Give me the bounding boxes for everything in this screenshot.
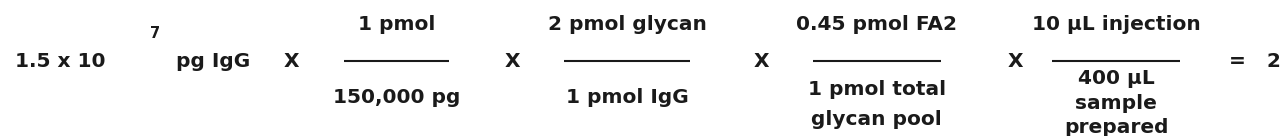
Text: 1 pmol IgG: 1 pmol IgG — [566, 88, 689, 107]
Text: prepared: prepared — [1064, 118, 1169, 136]
Text: 400 μL: 400 μL — [1078, 69, 1155, 88]
Text: 2 pmol glycan: 2 pmol glycan — [548, 15, 707, 34]
Text: 1 pmol total: 1 pmol total — [808, 80, 946, 99]
Text: 1 pmol: 1 pmol — [358, 15, 435, 34]
Text: X: X — [504, 52, 520, 71]
Text: =   2.3 pmol: = 2.3 pmol — [1229, 52, 1280, 71]
Text: pg IgG: pg IgG — [169, 52, 250, 71]
Text: 0.45 pmol FA2: 0.45 pmol FA2 — [796, 15, 957, 34]
Text: 10 μL injection: 10 μL injection — [1032, 15, 1201, 34]
Text: X: X — [754, 52, 769, 71]
Text: sample: sample — [1075, 94, 1157, 113]
Text: X: X — [1007, 52, 1023, 71]
Text: glycan pool: glycan pool — [812, 110, 942, 129]
Text: 150,000 pg: 150,000 pg — [333, 88, 461, 107]
Text: 1.5 x 10: 1.5 x 10 — [15, 52, 106, 71]
Text: X: X — [284, 52, 300, 71]
Text: 7: 7 — [150, 27, 160, 41]
